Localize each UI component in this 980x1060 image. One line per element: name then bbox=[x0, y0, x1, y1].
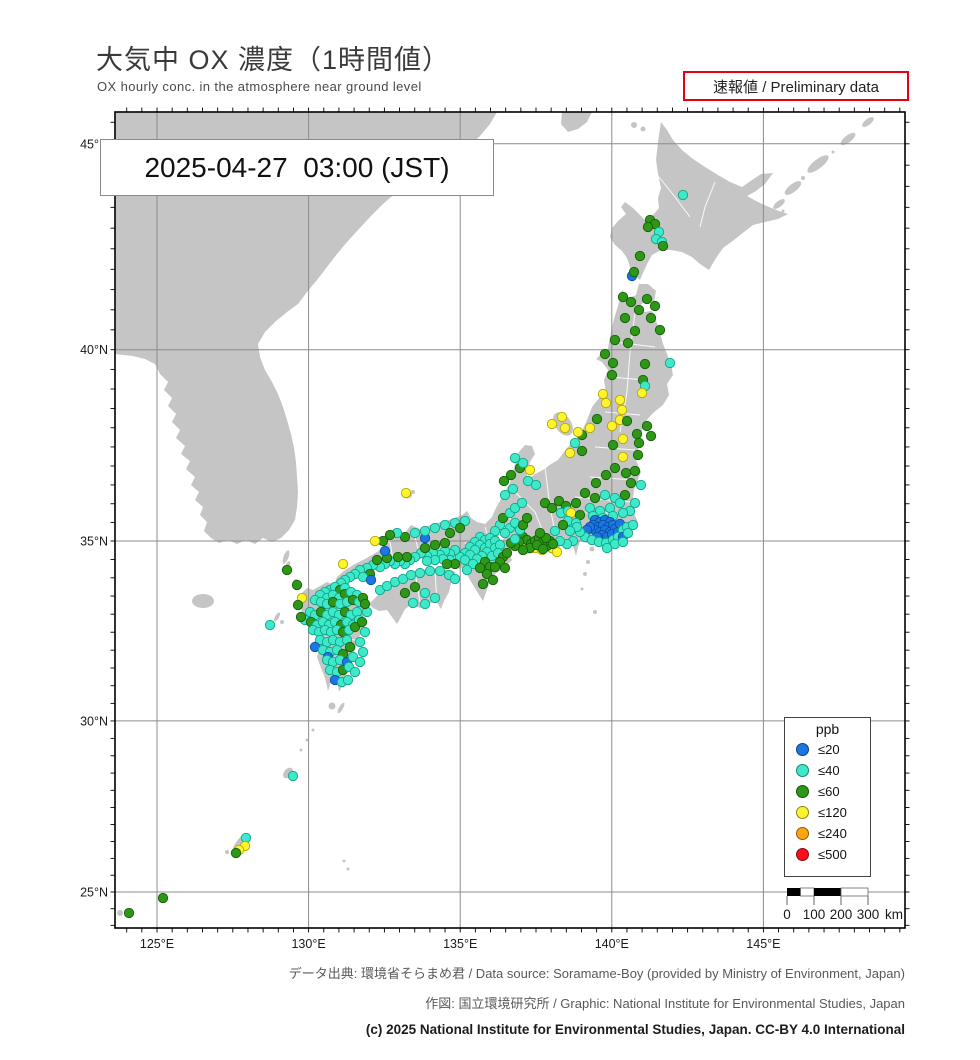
preliminary-data-badge: 速報値 / Preliminary data bbox=[683, 71, 909, 101]
legend-row-500: ≤500 bbox=[785, 844, 870, 865]
page-title: 大気中 OX 濃度（1時間値） bbox=[96, 45, 451, 75]
lon-label: 145°E bbox=[746, 937, 780, 951]
island-shikoku bbox=[369, 568, 456, 624]
island-sakhalin bbox=[561, 112, 592, 132]
legend-dot-orange bbox=[796, 827, 809, 840]
scalebar-200: 200 bbox=[830, 907, 853, 922]
station-dots bbox=[123, 189, 689, 919]
scale-bar: 0 100 200 300 km bbox=[783, 887, 903, 922]
lat-label: 40°N bbox=[80, 343, 108, 357]
legend-row-120: ≤120 bbox=[785, 802, 870, 823]
legend-dot-green bbox=[796, 785, 809, 798]
map-frame bbox=[114, 111, 906, 929]
legend-dot-yellow bbox=[796, 806, 809, 819]
kuril-islands bbox=[768, 117, 874, 215]
lon-label: 130°E bbox=[291, 937, 325, 951]
lat-label: 30°N bbox=[80, 714, 108, 728]
legend-dot-red bbox=[796, 848, 809, 861]
timestamp-text: 2025-04-27 03:00 (JST) bbox=[144, 151, 450, 183]
axis-ticks bbox=[110, 107, 910, 933]
legend-title: ppb bbox=[815, 721, 840, 737]
footer-data-source: データ出典: 環境省そらまめ君 / Data source: Soramame-… bbox=[288, 966, 905, 981]
lon-label: 135°E bbox=[443, 937, 477, 951]
legend-row-20: ≤20 bbox=[785, 739, 870, 760]
lat-label: 35°N bbox=[80, 535, 108, 549]
page-subtitle: OX hourly conc. in the atmosphere near g… bbox=[97, 79, 422, 94]
lon-label: 140°E bbox=[595, 937, 629, 951]
legend-box: ppb ≤20 ≤40 ≤60 ≤120 ≤240 ≤500 bbox=[784, 717, 871, 877]
lat-label: 25°N bbox=[80, 886, 108, 900]
preliminary-data-label: 速報値 / Preliminary data bbox=[713, 78, 879, 96]
legend-dot-cyan bbox=[796, 764, 809, 777]
scalebar-100: 100 bbox=[803, 907, 826, 922]
legend-dot-blue bbox=[796, 743, 809, 756]
timestamp-box: 2025-04-27 03:00 (JST) bbox=[100, 139, 494, 196]
legend-row-60: ≤60 bbox=[785, 781, 870, 802]
scalebar-0: 0 bbox=[783, 907, 791, 922]
footer-copyright: (c) 2025 National Institute for Environm… bbox=[365, 1022, 905, 1037]
footer-graphic-credit: 作図: 国立環境研究所 / Graphic: National Institut… bbox=[425, 996, 905, 1011]
lon-label: 125°E bbox=[140, 937, 174, 951]
scalebar-300: 300 bbox=[857, 907, 880, 922]
continent-asia-korea bbox=[115, 112, 497, 544]
island-jeju bbox=[192, 594, 214, 608]
legend-row-40: ≤40 bbox=[785, 760, 870, 781]
legend-row-240: ≤240 bbox=[785, 823, 870, 844]
island-honshu bbox=[334, 284, 673, 601]
scalebar-unit: km bbox=[885, 907, 903, 922]
